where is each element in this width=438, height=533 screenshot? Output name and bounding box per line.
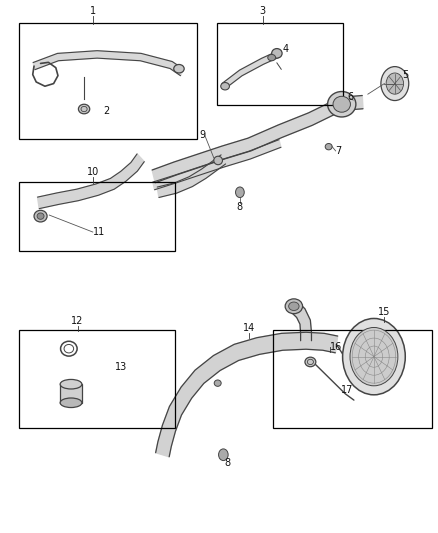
Circle shape — [219, 449, 228, 461]
Polygon shape — [290, 301, 311, 341]
Ellipse shape — [214, 380, 221, 386]
Ellipse shape — [78, 104, 90, 114]
Text: 13: 13 — [115, 362, 127, 372]
Text: 12: 12 — [71, 316, 84, 326]
Text: 14: 14 — [243, 323, 255, 333]
Text: 16: 16 — [330, 342, 342, 352]
Bar — [19, 330, 176, 428]
Ellipse shape — [272, 49, 282, 58]
Text: 10: 10 — [87, 167, 99, 177]
Ellipse shape — [60, 398, 82, 408]
Text: 8: 8 — [225, 458, 231, 469]
Text: 6: 6 — [348, 92, 354, 102]
Bar — [19, 182, 176, 251]
Circle shape — [386, 73, 403, 94]
Polygon shape — [38, 154, 144, 208]
Text: 17: 17 — [341, 384, 353, 394]
Bar — [60, 384, 82, 403]
Text: 5: 5 — [402, 70, 408, 79]
Circle shape — [350, 327, 398, 386]
Circle shape — [343, 318, 405, 395]
Ellipse shape — [325, 143, 332, 150]
Polygon shape — [33, 51, 184, 76]
Bar — [19, 22, 197, 139]
Text: 8: 8 — [237, 202, 243, 212]
Text: 15: 15 — [378, 307, 391, 317]
Polygon shape — [152, 95, 363, 183]
Ellipse shape — [289, 302, 299, 311]
Polygon shape — [222, 51, 279, 89]
Ellipse shape — [333, 96, 350, 112]
Ellipse shape — [268, 54, 276, 61]
Ellipse shape — [37, 213, 44, 219]
Ellipse shape — [328, 92, 356, 117]
Ellipse shape — [174, 64, 184, 73]
Text: 3: 3 — [259, 6, 265, 16]
Ellipse shape — [34, 211, 47, 222]
Bar — [273, 330, 432, 428]
Ellipse shape — [305, 357, 316, 367]
Ellipse shape — [214, 156, 223, 165]
Text: 1: 1 — [90, 6, 96, 16]
Ellipse shape — [285, 299, 303, 314]
Text: 4: 4 — [282, 44, 288, 54]
Text: 2: 2 — [104, 106, 110, 116]
Text: 11: 11 — [93, 227, 105, 237]
Ellipse shape — [60, 379, 82, 389]
Circle shape — [381, 67, 409, 101]
Polygon shape — [153, 140, 281, 190]
Ellipse shape — [221, 83, 230, 90]
Text: 7: 7 — [336, 146, 342, 156]
Text: 9: 9 — [199, 130, 205, 140]
Polygon shape — [155, 332, 338, 457]
Circle shape — [236, 187, 244, 198]
Polygon shape — [157, 155, 226, 197]
Bar — [217, 22, 343, 105]
